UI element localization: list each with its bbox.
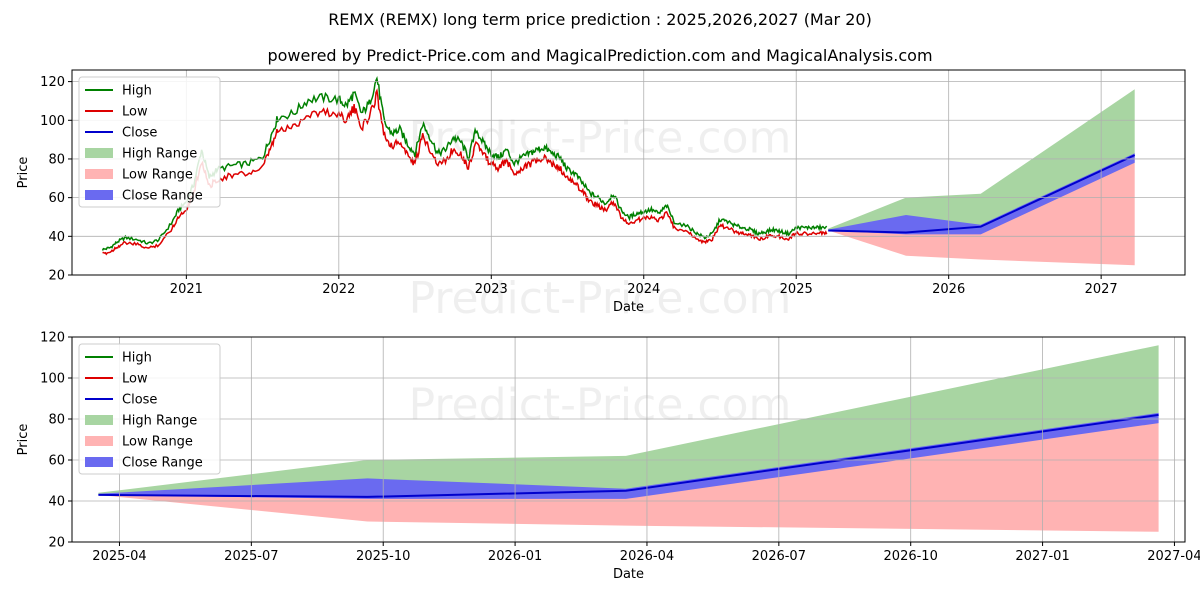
x-tick-label: 2025-10 (356, 549, 410, 564)
y-tick-label: 100 (40, 114, 65, 129)
forecast-close-line (98, 413, 1159, 498)
legend-label-high: High (122, 351, 152, 366)
x-tick-label: 2023 (475, 282, 508, 297)
plot-area (101, 76, 1136, 266)
legend-label-high: High (122, 84, 152, 99)
x-tick-label: 2025-07 (224, 549, 278, 564)
x-tick-label: 2026-04 (620, 549, 674, 564)
low-range-band (828, 155, 1135, 266)
legend-swatch-close-range (85, 457, 113, 467)
x-tick-label: 2025-04 (92, 549, 146, 564)
watermark-text: Predict-Price.com (409, 273, 792, 324)
low-range-band (98, 414, 1159, 532)
chart-subtitle: powered by Predict-Price.com and Magical… (267, 46, 933, 65)
legend-swatch-low-range (85, 169, 113, 179)
high-range-band (828, 89, 1135, 233)
x-tick-label: 2026-10 (884, 549, 938, 564)
chart-title: REMX (REMX) long term price prediction :… (328, 10, 872, 29)
x-tick-label: 2024 (627, 282, 660, 297)
legend-label-low-range: Low Range (122, 168, 193, 183)
y-tick-label: 40 (48, 495, 65, 510)
high-range-band (98, 345, 1159, 497)
y-tick-label: 100 (40, 372, 65, 387)
y-tick-label: 60 (48, 191, 65, 206)
x-tick-label: 2027-01 (1015, 549, 1069, 564)
plot-area (98, 345, 1159, 532)
x-tick-label: 2025 (780, 282, 813, 297)
close-range-band (828, 153, 1135, 235)
y-tick-label: 80 (48, 413, 65, 428)
legend-box (78, 76, 221, 208)
legend: High Low Close High Range Low Range Close Ran… (78, 343, 221, 475)
watermark-text: Predict-Price.com (409, 380, 792, 431)
plot-frame (71, 336, 1186, 543)
plot-frame (71, 69, 1186, 276)
legend-label-low: Low (122, 105, 148, 120)
legend-label-close-range: Close Range (122, 189, 203, 204)
y-axis-label: Price (16, 157, 31, 189)
legend-label-high-range: High Range (122, 147, 197, 162)
x-tick-label: 2027 (1085, 282, 1118, 297)
y-tick-label: 40 (48, 230, 65, 245)
legend: High Low Close High Range Low Range Close Ran… (78, 76, 221, 208)
history-high-line (101, 76, 828, 251)
y-tick-label: 20 (48, 536, 65, 551)
x-tick-label: 2026-07 (752, 549, 806, 564)
y-axis-label: Price (16, 424, 31, 456)
legend-label-close: Close (122, 126, 157, 141)
legend-label-high-range: High Range (122, 414, 197, 429)
legend-swatch-low-range (85, 436, 113, 446)
x-axis-label: Date (613, 300, 644, 315)
y-tick-label: 120 (40, 75, 65, 90)
legend-swatch-high-range (85, 415, 113, 425)
y-tick-label: 20 (48, 269, 65, 284)
legend-label-low-range: Low Range (122, 435, 193, 450)
history-low-line (102, 88, 828, 256)
forecast-close-line (828, 154, 1136, 234)
x-tick-label: 2021 (170, 282, 203, 297)
x-tick-label: 2022 (322, 282, 355, 297)
y-tick-label: 120 (40, 331, 65, 346)
legend-label-close: Close (122, 393, 157, 408)
legend-swatch-high-range (85, 148, 113, 158)
x-tick-label: 2026-01 (488, 549, 542, 564)
y-tick-label: 60 (48, 454, 65, 469)
legend-label-low: Low (122, 372, 148, 387)
x-axis-label: Date (613, 567, 644, 582)
legend-box (78, 343, 221, 475)
x-tick-label: 2026 (932, 282, 965, 297)
close-range-band (98, 412, 1159, 499)
panel-forecast-zoom: Predict-Price.com 2025-04 2025-07 2025-10 20… (16, 331, 1200, 583)
y-tick-label: 80 (48, 152, 65, 167)
legend-swatch-close-range (85, 190, 113, 200)
x-tick-label: 2027-04 (1147, 549, 1200, 564)
legend-label-close-range: Close Range (122, 456, 203, 471)
